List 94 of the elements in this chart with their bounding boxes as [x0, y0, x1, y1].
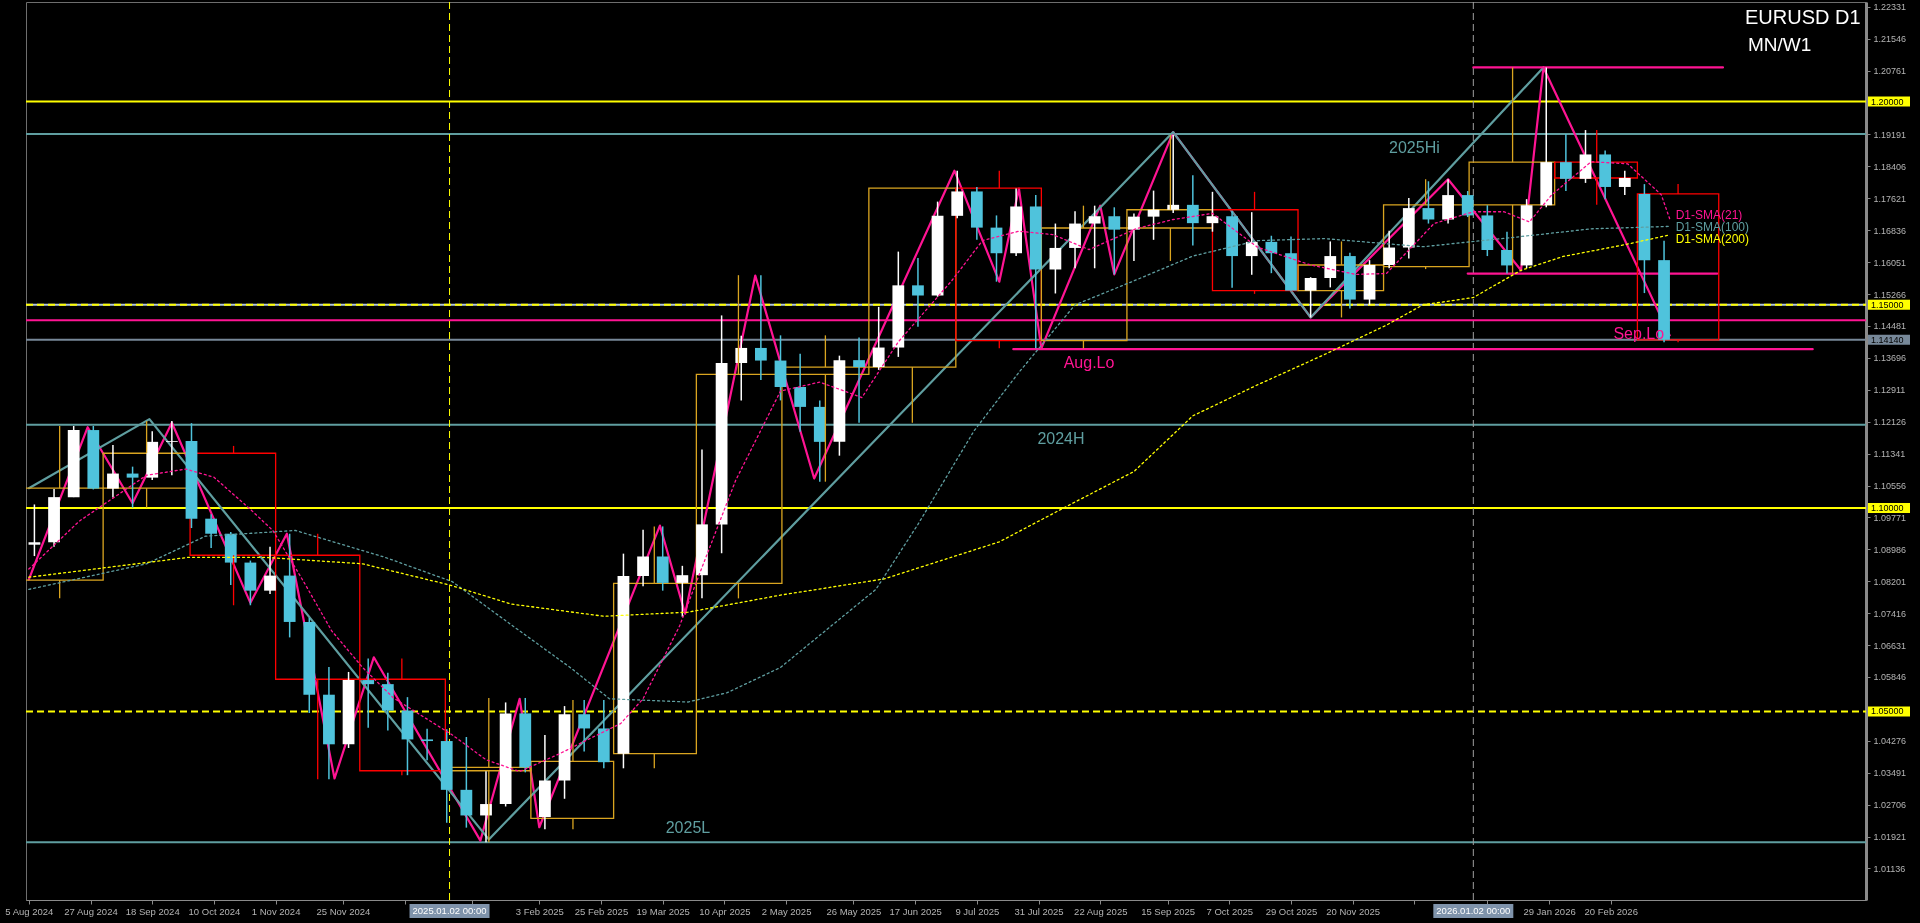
candlestick: [1147, 189, 1160, 241]
y-tick-label: 1.16051: [1873, 257, 1907, 268]
y-tick-label: 1.07416: [1873, 608, 1907, 619]
candlestick: [165, 420, 178, 476]
candlestick: [1206, 191, 1219, 233]
x-tick-label: 25 Feb 2025: [574, 905, 629, 917]
annotation: 2024H: [1037, 429, 1085, 447]
annotation: 2025L: [665, 819, 711, 837]
y-tick-label: 1.22331: [1873, 2, 1907, 13]
x-tick-label: 22 Aug 2025: [1074, 905, 1128, 917]
candlestick: [1108, 206, 1121, 276]
x-tick-label: 27 Aug 2024: [64, 905, 118, 917]
ref-line-label: 2025.01.02 00:00: [412, 905, 487, 916]
candlestick: [1186, 174, 1199, 247]
x-tick-label: 1 Nov 2024: [251, 905, 301, 917]
x-tick-label: 10 Apr 2025: [699, 905, 751, 917]
candlestick: [676, 565, 689, 618]
candlestick: [1128, 212, 1140, 262]
y-tick-label: 1.09771: [1873, 512, 1907, 523]
x-tick-label: 20 Nov 2025: [1326, 905, 1381, 917]
candlestick: [872, 306, 885, 371]
candlestick: [1559, 133, 1572, 192]
y-tick-label: 1.06631: [1873, 640, 1907, 651]
x-tick-label: 2 May 2025: [761, 905, 812, 917]
ref-line-label: 1.15000: [1871, 299, 1904, 310]
x-tick-label: 17 Jun 2025: [889, 905, 942, 917]
candlestick: [205, 513, 218, 549]
y-tick-label: 1.13696: [1873, 353, 1907, 364]
y-tick-label: 1.08201: [1873, 576, 1907, 587]
y-tick-label: 1.12911: [1873, 385, 1906, 396]
y-tick-label: 1.15266: [1873, 289, 1907, 300]
text: MN/W1: [1748, 34, 1812, 55]
candlestick: [912, 257, 924, 328]
candlestick: [794, 352, 807, 433]
candlestick: [1324, 240, 1337, 289]
x-tick-label: 10 Oct 2024: [188, 905, 241, 917]
ref-line-label: 2026.01.02 00:00: [1436, 905, 1511, 916]
x-tick-label: 9 Jul 2025: [955, 905, 1000, 917]
y-tick-label: 1.18406: [1873, 161, 1907, 172]
y-tick-label: 1.21546: [1873, 34, 1907, 45]
y-tick-label: 1.03491: [1873, 768, 1907, 779]
ref-line-label: 1.10000: [1871, 503, 1904, 514]
x-tick-label: 26 May 2025: [826, 905, 882, 917]
candlestick: [1088, 204, 1101, 270]
y-tick-label: 1.14481: [1873, 321, 1907, 332]
candlestick: [107, 444, 119, 499]
y-tick-label: 1.04276: [1873, 736, 1907, 747]
x-tick-label: 25 Nov 2024: [316, 905, 371, 917]
y-tick-label: 1.10556: [1873, 481, 1907, 492]
ref-line-label: 1.14140: [1871, 334, 1904, 345]
ref-line-label: 1.20000: [1871, 96, 1904, 107]
y-tick-label: 1.01136: [1873, 863, 1906, 874]
candlestick: [1049, 222, 1062, 295]
candlestick: [578, 699, 591, 753]
candlestick: [1383, 230, 1396, 270]
x-tick-label: 5 Aug 2024: [5, 905, 54, 917]
ref-line-label: 1.05000: [1871, 706, 1904, 717]
x-tick-label: 18 Sep 2024: [125, 905, 180, 917]
x-tick-label: 15 Sep 2025: [1141, 905, 1196, 917]
x-tick-label: 29 Jan 2026: [1523, 905, 1576, 917]
annotation: 2025Hi: [1389, 139, 1440, 157]
y-tick-label: 1.16836: [1873, 225, 1907, 236]
y-tick-label: 1.02706: [1873, 800, 1907, 811]
x-tick-label: 3 Feb 2025: [515, 905, 564, 917]
x-tick-label: 29 Oct 2025: [1265, 905, 1318, 917]
candlestick: [1304, 276, 1317, 319]
candlestick: [1618, 169, 1631, 196]
y-tick-label: 1.19191: [1873, 129, 1907, 140]
candlestick: [1501, 230, 1513, 275]
x-tick-label: 19 Mar 2025: [636, 905, 690, 917]
candlestick: [264, 545, 276, 595]
candlestick: [754, 274, 767, 381]
y-tick-label: 1.11341: [1873, 449, 1906, 460]
candlestick: [637, 528, 649, 587]
y-tick-label: 1.01921: [1873, 832, 1907, 843]
candlestick: [126, 465, 139, 509]
x-tick-label: 7 Oct 2025: [1206, 905, 1254, 917]
candlestick: [1461, 190, 1474, 218]
y-tick-label: 1.20761: [1873, 66, 1907, 77]
candlestick: [1265, 235, 1278, 274]
chart-title: EURUSD D1: [1745, 6, 1861, 28]
annotation: Aug.Lo: [1063, 354, 1115, 372]
y-tick-label: 1.05846: [1873, 672, 1907, 683]
y-tick-label: 1.12126: [1873, 417, 1907, 428]
y-tick-label: 1.17621: [1873, 193, 1907, 204]
candlestick: [1245, 211, 1258, 276]
y-tick-label: 1.08986: [1873, 544, 1907, 555]
candlestick: [853, 336, 865, 424]
candlestick: [28, 503, 41, 557]
x-tick-label: 20 Feb 2026: [1584, 905, 1638, 917]
candlestick: [421, 728, 433, 761]
candlestick: [735, 335, 748, 402]
x-tick-label: 31 Jul 2025: [1014, 905, 1064, 917]
candlestick: [362, 657, 375, 729]
